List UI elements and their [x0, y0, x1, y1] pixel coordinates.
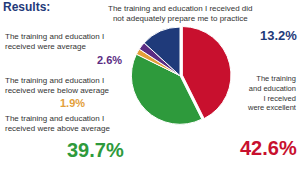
svg-text:42.6%: 42.6% — [240, 137, 297, 159]
svg-text:13.2%: 13.2% — [260, 28, 297, 43]
svg-text:1.9%: 1.9% — [60, 97, 85, 109]
svg-text:The trainingand educationI rec: The trainingand educationI receivedwere … — [247, 74, 297, 112]
svg-text:2.6%: 2.6% — [97, 54, 122, 66]
svg-text:The training and education Ire: The training and education Ireceived wer… — [5, 76, 110, 95]
svg-text:Results:: Results: — [3, 0, 50, 14]
svg-text:The training and education Ire: The training and education Ireceived wer… — [5, 32, 104, 51]
svg-text:39.7%: 39.7% — [67, 139, 124, 161]
svg-text:The training and education Ire: The training and education Ireceived wer… — [5, 114, 111, 133]
svg-text:The training and education I r: The training and education I received di… — [108, 4, 253, 23]
